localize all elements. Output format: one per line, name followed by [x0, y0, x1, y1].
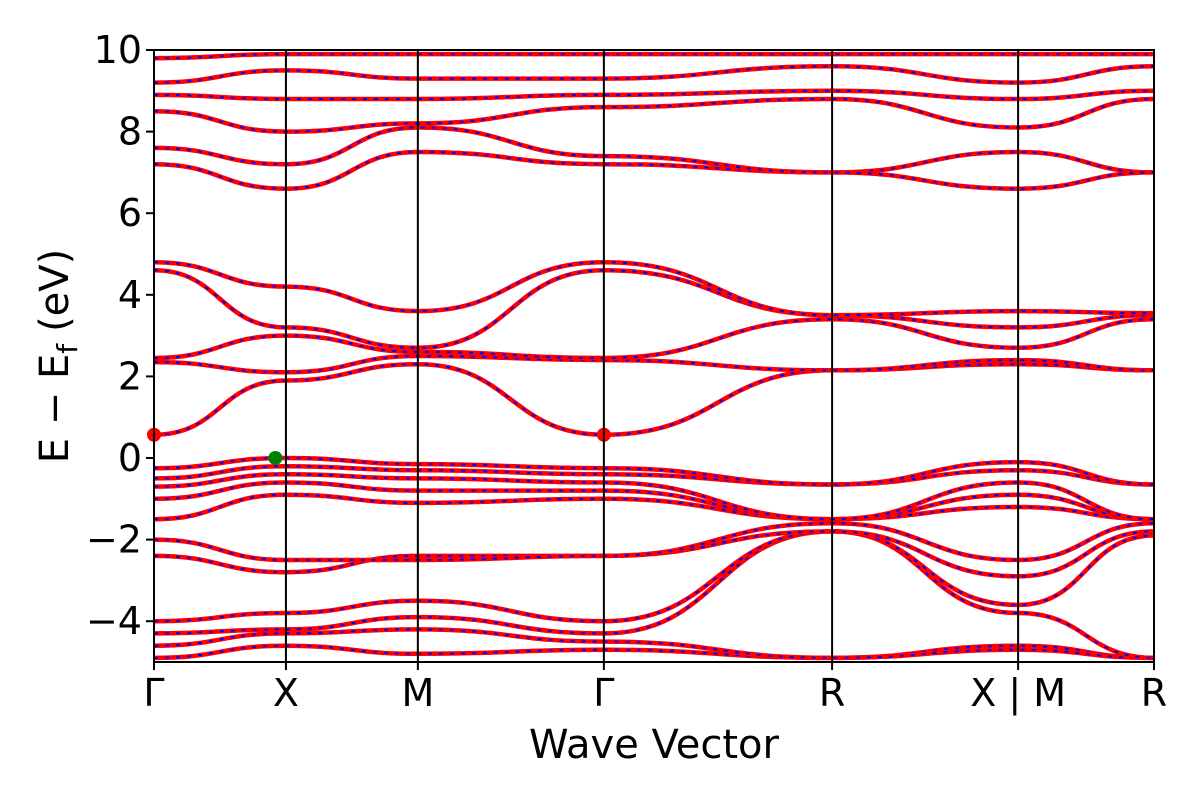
y-tick-label: 2 — [118, 354, 142, 398]
band-6 — [154, 521, 1154, 563]
band-3-overlay — [154, 530, 1154, 659]
x-tick-label: Γ — [593, 671, 614, 715]
band-21 — [154, 64, 1154, 85]
y-tick-label: −4 — [86, 599, 142, 643]
band-19 — [154, 96, 1154, 134]
y-tick-label: 0 — [118, 436, 142, 480]
band-18 — [154, 125, 1154, 191]
y-axis-label-subscript: f — [51, 343, 84, 354]
y-tick-label: 6 — [118, 191, 142, 235]
y-tick-label: 10 — [94, 28, 142, 72]
band-12-overlay — [154, 363, 1154, 436]
x-tick-label: Γ — [143, 671, 164, 715]
y-axis-label: E − Ef (eV) — [32, 249, 84, 464]
y-axis-ticks: 10 8 6 4 2 0 −2 −4 — [86, 28, 154, 643]
y-axis-label-main: E − E — [32, 354, 78, 464]
band-9-overlay — [154, 473, 1154, 521]
band-6-overlay — [154, 522, 1154, 562]
x-tick-label: M — [401, 671, 434, 715]
band-18-overlay — [154, 126, 1154, 190]
band-7 — [154, 492, 1154, 522]
band-17 — [154, 149, 1154, 191]
x-tick-label: R — [819, 671, 845, 715]
band-16 — [154, 259, 1154, 318]
x-tick-label: R — [1141, 671, 1167, 715]
x-tick-label: X — [273, 671, 299, 715]
marker-vbm-3 — [268, 451, 283, 465]
band-22-overlay — [154, 53, 1154, 60]
band-13-overlay — [154, 354, 1154, 374]
y-tick-label: 8 — [118, 110, 142, 154]
y-tick-label: −2 — [86, 518, 142, 562]
band-20 — [154, 88, 1154, 102]
band-3 — [154, 529, 1154, 661]
plot-frame — [153, 49, 1155, 663]
extrema-markers — [147, 427, 611, 465]
x-axis-label: Wave Vector — [529, 722, 780, 768]
x-tick-label: X | M — [970, 671, 1066, 716]
high-symmetry-lines — [284, 50, 1020, 662]
band-15-overlay — [154, 269, 1154, 349]
x-axis-ticks: Γ X M Γ R X | M R — [143, 662, 1167, 716]
band-14-overlay — [154, 318, 1154, 360]
band-12 — [154, 361, 1154, 437]
band-lines — [154, 51, 1154, 661]
y-axis-label-unit: (eV) — [32, 249, 78, 332]
y-tick-label: 4 — [118, 273, 142, 317]
